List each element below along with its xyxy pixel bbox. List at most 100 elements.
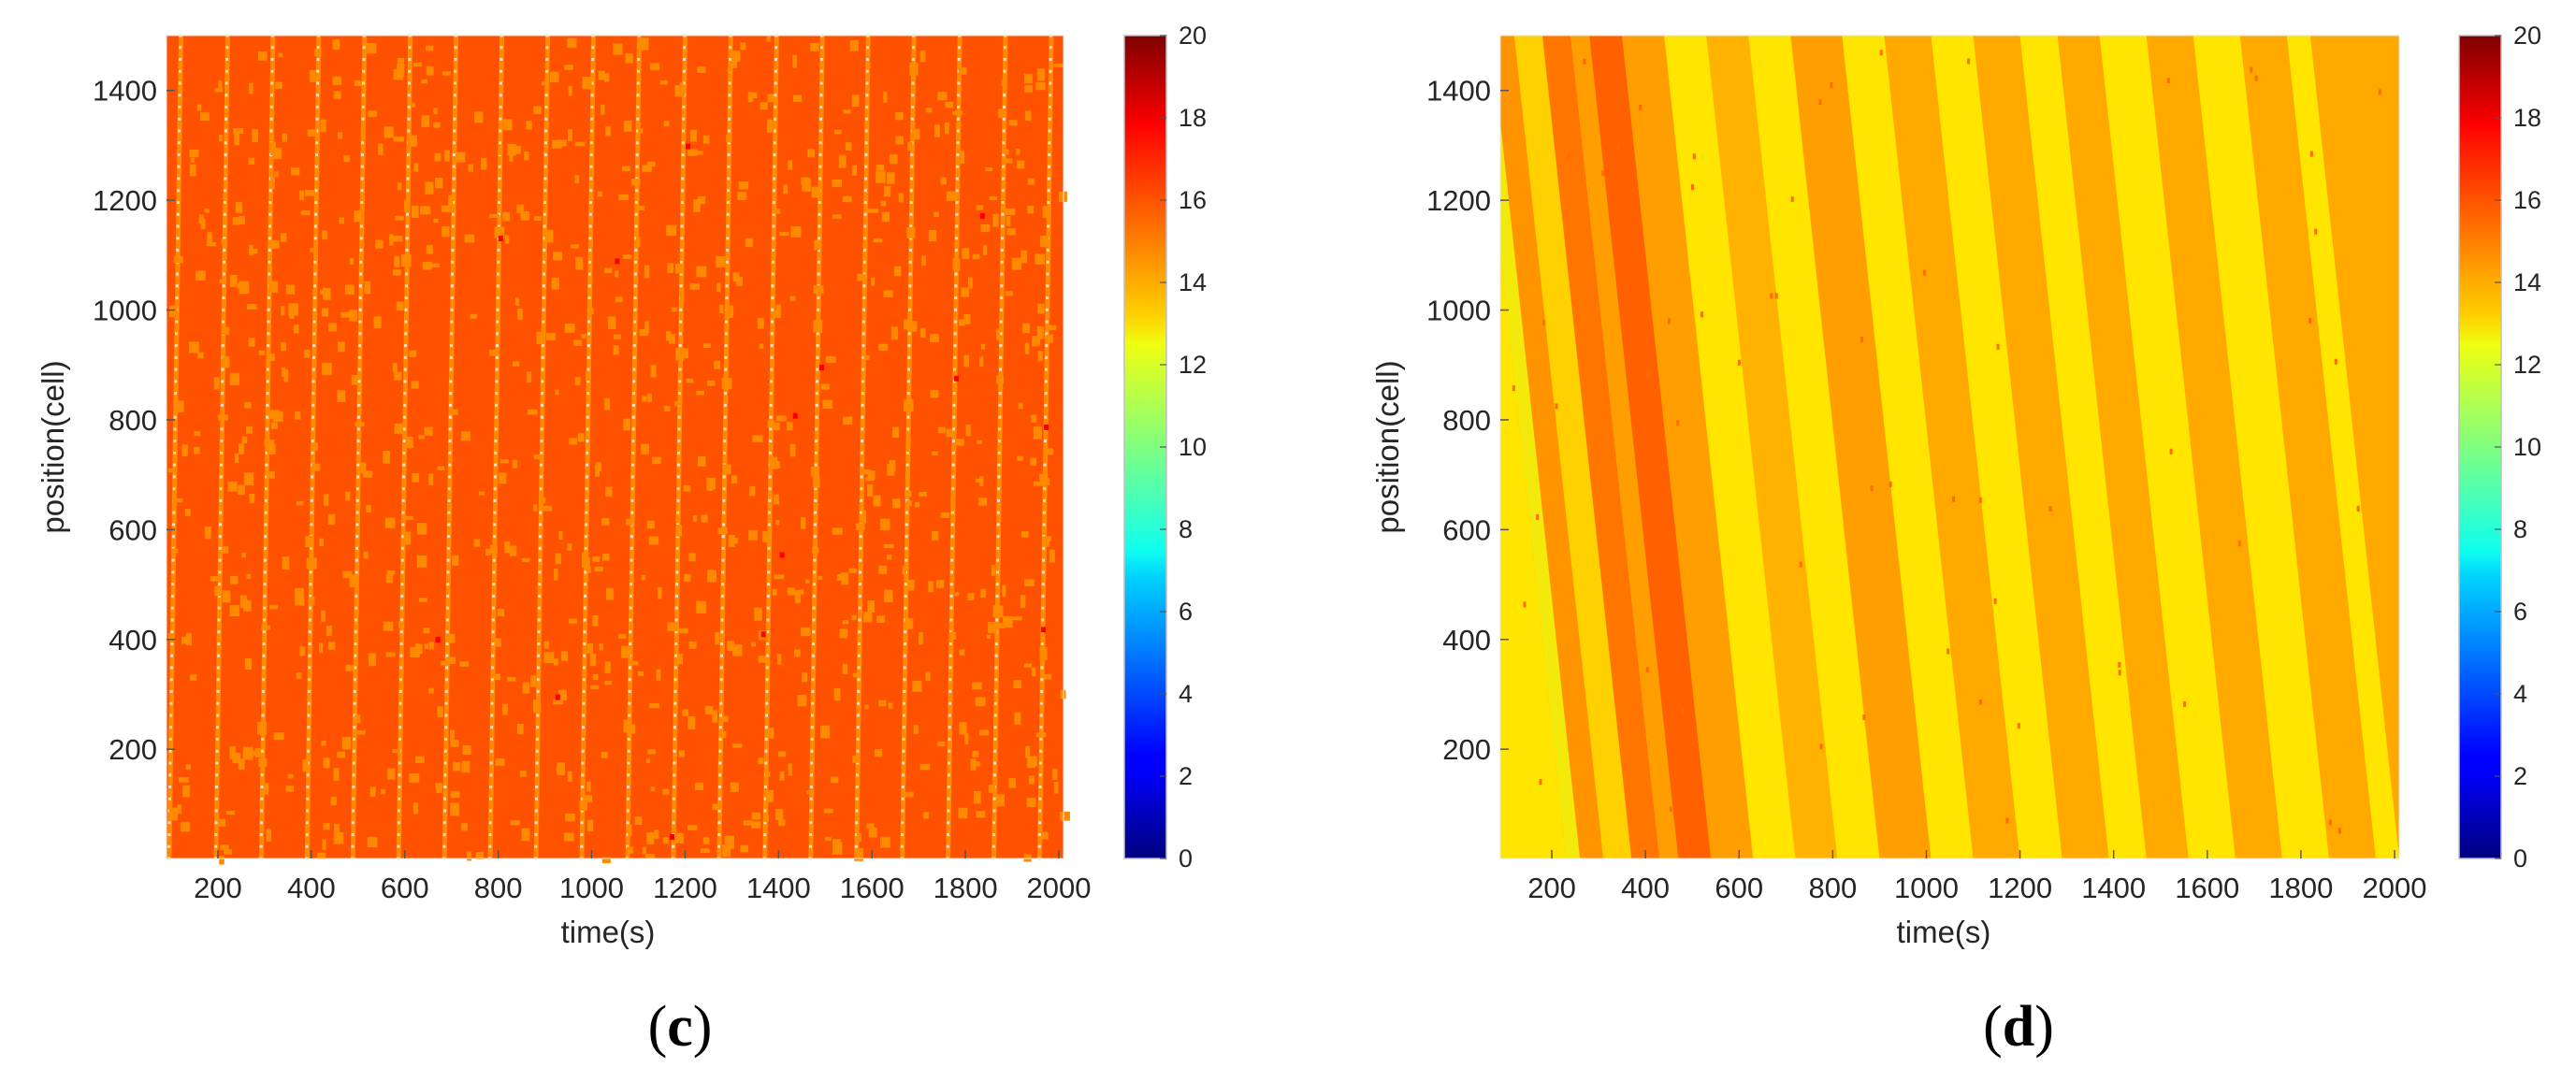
heatmap-c-stripe-dot (315, 106, 319, 109)
heatmap-c-speckle (219, 279, 224, 284)
heatmap-c-stripe-dot (534, 809, 538, 813)
heatmap-c-stripe-dot (772, 224, 775, 228)
heatmap-c-speckle (1025, 745, 1031, 758)
heatmap-c-stripe-dot (314, 177, 318, 180)
heatmap-c-stripe-dot (581, 785, 585, 788)
heatmap-c-stripe-dot (905, 463, 909, 467)
heatmap-c-speckle (392, 363, 398, 372)
heatmap-c-stripe-dot (167, 844, 171, 848)
heatmap-c-speckle (751, 821, 761, 829)
heatmap-c-stripe-dot (763, 832, 767, 836)
heatmap-c-stripe-dot (360, 177, 364, 180)
heatmap-c-stripe-dot (948, 749, 951, 753)
heatmap-c-stripe-dot (1002, 129, 1006, 133)
heatmap-c-stripe-dot (1041, 618, 1045, 622)
heatmap-c-speckle (1023, 663, 1033, 668)
heatmap-c-speckle (625, 53, 633, 64)
heatmap-d-speckle (2048, 506, 2052, 512)
heatmap-c-stripe-dot (947, 797, 950, 801)
heatmap-c-stripe-dot (768, 487, 772, 491)
heatmap-c-stripe-dot (728, 94, 731, 97)
heatmap-c-stripe-dot (496, 308, 499, 311)
heatmap-c-stripe-dot (901, 809, 904, 813)
heatmap-c-speckle (968, 277, 973, 289)
heatmap-c-stripe-dot (316, 46, 320, 50)
heatmap-c-stripe-dot (492, 594, 496, 598)
heatmap-c-speckle (403, 531, 412, 545)
heatmap-c-stripe-dot (265, 487, 268, 491)
y-tick-label: 1000 (1426, 295, 1491, 327)
heatmap-c-stripe-dot (950, 558, 954, 562)
heatmap-d-band (1790, 36, 1932, 858)
heatmap-c-stripe-dot (626, 809, 630, 813)
heatmap-c-speckle (233, 128, 244, 134)
heatmap-c-stripe-dot (308, 630, 311, 634)
heatmap-c-stripe-dot (1038, 809, 1042, 813)
heatmap-c-stripe-dot (443, 773, 447, 777)
heatmap-c-stripe-dot (629, 630, 632, 634)
heatmap-c-stripe-dot (491, 630, 495, 634)
heatmap-c-stripe-dot (627, 737, 630, 741)
heatmap-c-stripe-dot (358, 284, 362, 288)
heatmap-c-stripe-dot (1045, 320, 1049, 324)
heatmap-c-stripe-dot (176, 249, 180, 252)
heatmap-c-speckle (339, 217, 344, 224)
heatmap-c-stripe-dot (453, 117, 456, 121)
heatmap-c-stripe-dot (999, 308, 1003, 311)
heatmap-c-stripe-dot (219, 487, 223, 491)
heatmap-c-stripe-dot (359, 237, 363, 240)
heatmap-c-stripe-dot (857, 666, 861, 670)
heatmap-c-speckle (775, 809, 784, 820)
heatmap-c-stripe-dot (537, 630, 541, 634)
heatmap-c-speckle (922, 812, 930, 819)
heatmap-c-speckle (919, 50, 926, 63)
heatmap-c-stripe-dot (725, 320, 729, 324)
heatmap-d-band (2239, 36, 2376, 858)
heatmap-c-stripe-dot (539, 511, 543, 514)
heatmap-c-speckle (470, 313, 477, 319)
heatmap-c-speckle (592, 556, 601, 562)
heatmap-c-stripe-dot (1038, 761, 1042, 765)
heatmap-c-stripe-dot (584, 594, 587, 598)
heatmap-c-stripe-dot (818, 212, 821, 216)
heatmap-c-speckle (839, 628, 848, 639)
heatmap-c-stripe-dot (818, 141, 822, 145)
heatmap-c-stripe (579, 36, 597, 858)
heatmap-c-speckle-high (760, 631, 766, 638)
heatmap-c-stripe-dot (717, 797, 721, 801)
heatmap-c-speckle (789, 443, 796, 457)
heatmap-c-stripe-dot (451, 224, 455, 228)
heatmap-c-stripe-dot (492, 583, 496, 586)
heatmap-c-speckle (310, 248, 317, 252)
heatmap-c-stripe-dot (354, 654, 357, 657)
heatmap-c-stripe-dot (492, 570, 496, 574)
heatmap-c-stripe-dot (769, 427, 773, 431)
heatmap-d-speckle (2166, 77, 2170, 83)
heatmap-c-speckle (802, 178, 811, 192)
heatmap-c-stripe-dot (814, 451, 818, 454)
heatmap-c-stripe-dot (774, 46, 778, 50)
heatmap-c-speckle (1053, 63, 1064, 68)
heatmap-c-speckle (1039, 473, 1049, 480)
heatmap-c-speckle (880, 518, 890, 531)
heatmap-c-stripe-dot (313, 260, 317, 264)
heatmap-c-stripe-dot (770, 332, 774, 336)
heatmap-c-stripe-dot (403, 392, 407, 396)
heatmap-c-stripe-dot (362, 81, 366, 85)
heatmap-c-stripe-dot (171, 546, 175, 550)
heatmap-c-stripe-dot (176, 224, 180, 228)
heatmap-c-speckle (349, 257, 355, 265)
heatmap-c-stripe-dot (541, 380, 544, 383)
heatmap-c-speckle (520, 210, 530, 221)
heatmap-c-stripe-dot (724, 355, 728, 359)
heatmap-c-stripe-dot (955, 201, 959, 205)
heatmap-c-stripe-dot (902, 714, 905, 717)
heatmap-c-stripe-dot (1043, 440, 1047, 443)
heatmap-c-speckle (998, 108, 1006, 119)
heatmap-d-speckle (1542, 319, 1546, 325)
heatmap-c-speckle (906, 438, 911, 443)
heatmap-c-speckle (213, 377, 220, 390)
heatmap-c-stripe-dot (361, 106, 365, 109)
heatmap-c-speckle (1014, 712, 1021, 725)
